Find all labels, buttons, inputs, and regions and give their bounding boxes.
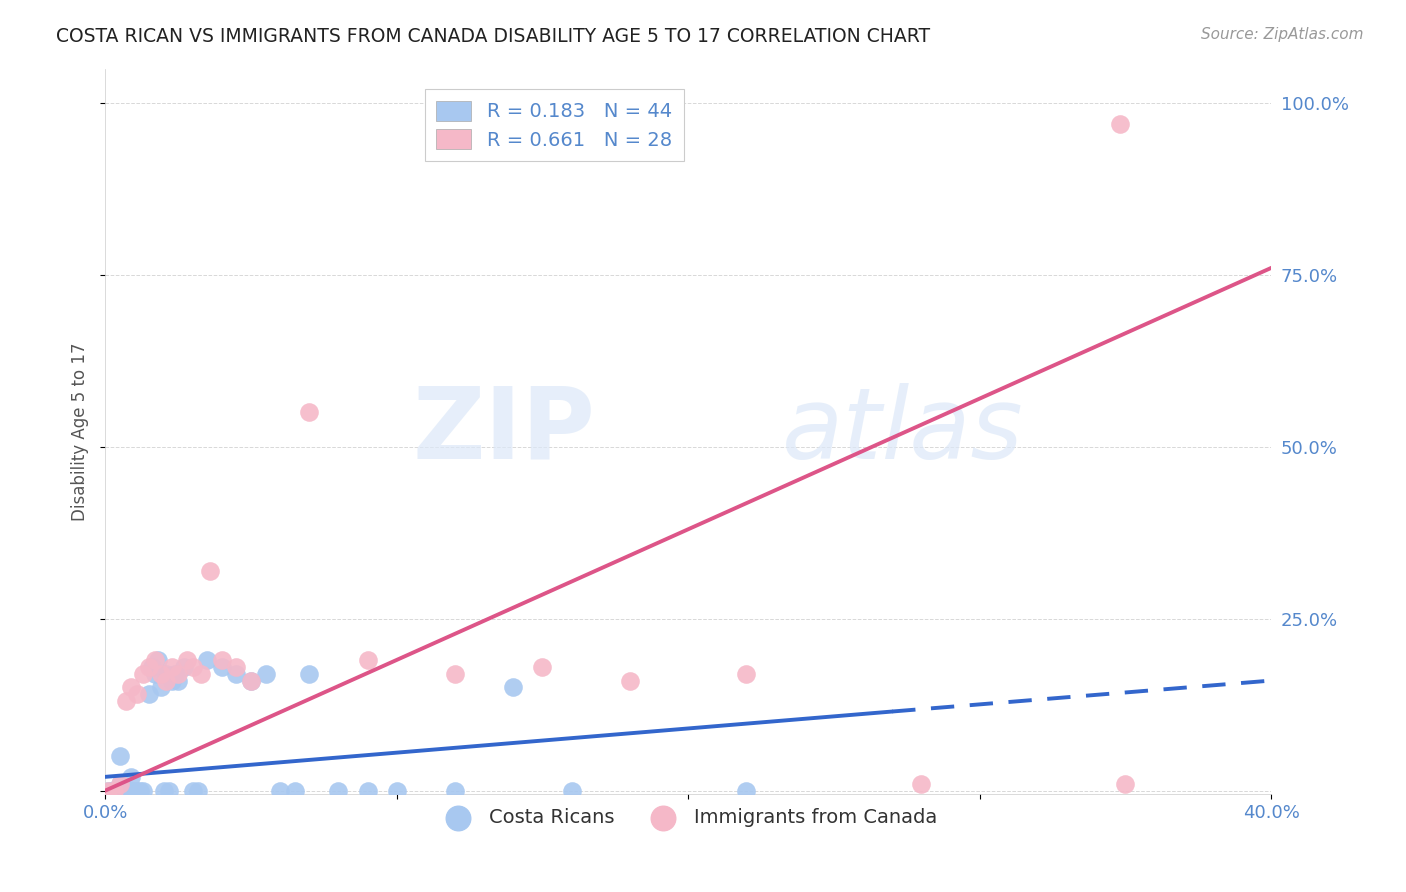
Point bbox=[298, 666, 321, 681]
Point bbox=[187, 783, 209, 797]
Point bbox=[284, 783, 307, 797]
Point bbox=[108, 777, 131, 791]
Point bbox=[97, 783, 120, 797]
Point bbox=[225, 660, 247, 674]
Point bbox=[114, 694, 136, 708]
Point bbox=[127, 783, 149, 797]
Point bbox=[531, 660, 554, 674]
Point bbox=[97, 783, 120, 797]
Point bbox=[173, 660, 195, 674]
Point bbox=[211, 653, 233, 667]
Text: Source: ZipAtlas.com: Source: ZipAtlas.com bbox=[1201, 27, 1364, 42]
Point bbox=[100, 783, 122, 797]
Point bbox=[138, 687, 160, 701]
Point bbox=[910, 777, 932, 791]
Point bbox=[103, 783, 125, 797]
Text: ZIP: ZIP bbox=[412, 383, 595, 480]
Point bbox=[198, 564, 221, 578]
Point bbox=[152, 783, 174, 797]
Point bbox=[167, 673, 190, 688]
Point bbox=[239, 673, 262, 688]
Point bbox=[105, 783, 128, 797]
Point bbox=[181, 660, 204, 674]
Point bbox=[149, 666, 172, 681]
Point bbox=[120, 770, 142, 784]
Point bbox=[561, 783, 583, 797]
Point bbox=[735, 783, 758, 797]
Point bbox=[155, 673, 177, 688]
Point bbox=[269, 783, 291, 797]
Point bbox=[103, 783, 125, 797]
Point bbox=[120, 783, 142, 797]
Point bbox=[146, 653, 169, 667]
Point bbox=[502, 681, 524, 695]
Point bbox=[108, 777, 131, 791]
Point bbox=[195, 653, 218, 667]
Point bbox=[444, 666, 467, 681]
Point bbox=[129, 783, 152, 797]
Point bbox=[1114, 777, 1136, 791]
Point bbox=[167, 666, 190, 681]
Point bbox=[127, 687, 149, 701]
Point bbox=[117, 783, 139, 797]
Point bbox=[108, 749, 131, 764]
Point bbox=[298, 405, 321, 419]
Point bbox=[138, 660, 160, 674]
Point bbox=[385, 783, 408, 797]
Point bbox=[120, 681, 142, 695]
Point bbox=[143, 653, 166, 667]
Point bbox=[356, 653, 378, 667]
Point bbox=[149, 681, 172, 695]
Text: COSTA RICAN VS IMMIGRANTS FROM CANADA DISABILITY AGE 5 TO 17 CORRELATION CHART: COSTA RICAN VS IMMIGRANTS FROM CANADA DI… bbox=[56, 27, 931, 45]
Point bbox=[162, 673, 184, 688]
Point bbox=[132, 783, 155, 797]
Point bbox=[111, 783, 134, 797]
Point bbox=[211, 660, 233, 674]
Point bbox=[328, 783, 350, 797]
Point bbox=[356, 783, 378, 797]
Point bbox=[155, 666, 177, 681]
Point bbox=[157, 783, 180, 797]
Point bbox=[143, 666, 166, 681]
Point bbox=[176, 653, 198, 667]
Point bbox=[254, 666, 277, 681]
Point bbox=[114, 783, 136, 797]
Text: atlas: atlas bbox=[782, 383, 1024, 480]
Legend: Costa Ricans, Immigrants from Canada: Costa Ricans, Immigrants from Canada bbox=[430, 800, 945, 835]
Point bbox=[181, 783, 204, 797]
Point bbox=[225, 666, 247, 681]
Point bbox=[124, 783, 146, 797]
Point bbox=[239, 673, 262, 688]
Point bbox=[132, 666, 155, 681]
Point bbox=[1108, 116, 1130, 130]
Point bbox=[619, 673, 641, 688]
Point bbox=[165, 666, 187, 681]
Point bbox=[735, 666, 758, 681]
Point bbox=[141, 660, 163, 674]
Y-axis label: Disability Age 5 to 17: Disability Age 5 to 17 bbox=[72, 342, 89, 521]
Point bbox=[162, 660, 184, 674]
Point bbox=[444, 783, 467, 797]
Point bbox=[190, 666, 212, 681]
